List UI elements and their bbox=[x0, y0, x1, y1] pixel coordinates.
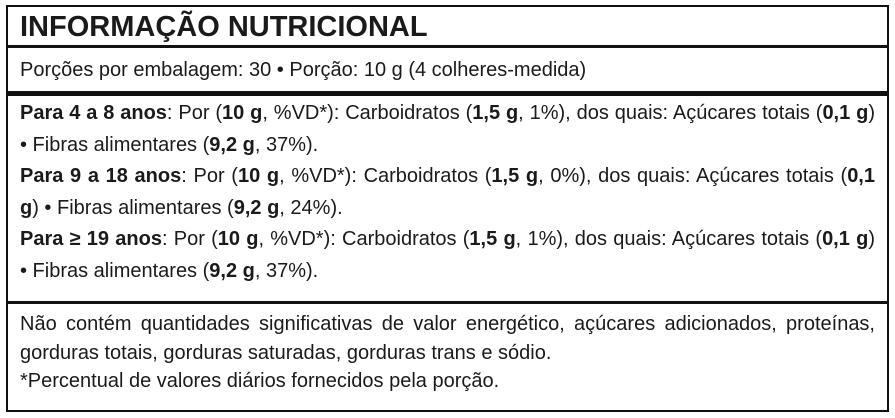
text: ) • Fibras alimentares ( bbox=[20, 102, 876, 156]
bold-text: 1,5 g bbox=[491, 165, 539, 187]
footnote: *Percentual de valores diários fornecido… bbox=[20, 370, 500, 392]
age-group: Para ≥ 19 anos: Por (10 g, %VD*): Carboi… bbox=[20, 224, 875, 287]
statement: Não contém quantidades significativas de… bbox=[20, 313, 875, 364]
text: ) • Fibras alimentares ( bbox=[32, 196, 234, 219]
bold-text: 10 g bbox=[222, 102, 263, 124]
age-group: Para 9 a 18 anos: Por (10 g, %VD*): Carb… bbox=[20, 161, 875, 224]
bold-text: 10 g bbox=[237, 165, 280, 187]
text: ) • Fibras alimentares ( bbox=[20, 228, 875, 282]
bold-text: Para 4 a 8 anos bbox=[20, 102, 167, 124]
bold-text: 10 g bbox=[217, 228, 259, 250]
bold-text: Para ≥ 19 anos bbox=[20, 228, 162, 250]
text: , %VD*): Carboidratos ( bbox=[258, 228, 470, 250]
text: : Por ( bbox=[161, 228, 218, 250]
bold-text: 0,1 g bbox=[20, 165, 875, 219]
title: INFORMAÇÃO NUTRICIONAL bbox=[8, 7, 887, 48]
age-group: Para 4 a 8 anos: Por (10 g, %VD*): Carbo… bbox=[20, 98, 875, 161]
serving-info: Porções por embalagem: 30 • Porção: 10 g… bbox=[8, 48, 887, 96]
text: : Por ( bbox=[166, 102, 223, 124]
text: : Por ( bbox=[181, 165, 238, 187]
bold-text: 1,5 g bbox=[472, 102, 519, 124]
bold-text: 0,1 g bbox=[822, 102, 869, 124]
text: , 37%). bbox=[254, 133, 319, 156]
bold-text: 9,2 g bbox=[209, 133, 255, 156]
text: , 37%). bbox=[254, 259, 319, 282]
bold-text: 1,5 g bbox=[469, 228, 516, 250]
bold-text: 9,2 g bbox=[209, 259, 255, 282]
text: , 24%). bbox=[279, 196, 343, 219]
bold-text: Para 9 a 18 anos bbox=[20, 165, 182, 187]
text: , %VD*): Carboidratos ( bbox=[262, 102, 473, 124]
age-groups: Para 4 a 8 anos: Por (10 g, %VD*): Carbo… bbox=[8, 96, 887, 304]
text: , 1%), dos quais: Açúcares totais ( bbox=[518, 102, 823, 124]
text: , %VD*): Carboidratos ( bbox=[279, 165, 492, 187]
nutrition-label: INFORMAÇÃO NUTRICIONAL Porções por embal… bbox=[6, 5, 889, 412]
text: , 1%), dos quais: Açúcares totais ( bbox=[515, 228, 823, 250]
bold-text: 9,2 g bbox=[233, 196, 280, 219]
text: , 0%), dos quais: Açúcares totais ( bbox=[538, 165, 848, 187]
bold-text: 0,1 g bbox=[822, 228, 869, 250]
footer: Não contém quantidades significativas de… bbox=[8, 304, 887, 396]
